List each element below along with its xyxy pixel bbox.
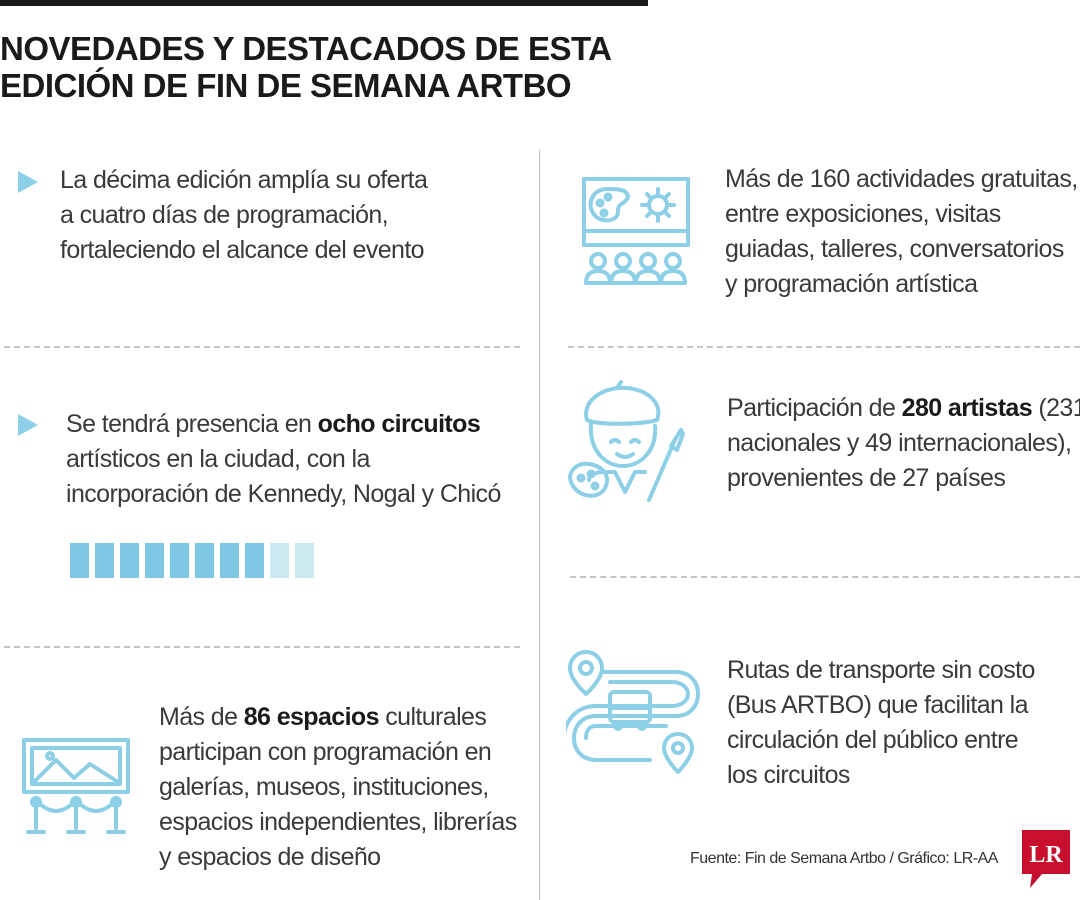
text-line: y espacios de diseño bbox=[159, 843, 381, 871]
text-line: (Bus ARTBO) que facilitan la bbox=[727, 691, 1029, 719]
logo-text: LR bbox=[1029, 842, 1063, 868]
text-line: a cuatro días de programación, bbox=[60, 201, 389, 229]
text-line: La décima edición amplía su oferta bbox=[60, 166, 428, 194]
text-line: circulación del público entre bbox=[727, 726, 1019, 754]
top-rule bbox=[0, 0, 648, 6]
text-line: Más de 160 actividades gratuitas, bbox=[725, 165, 1078, 193]
title-line-1: NOVEDADES Y DESTACADOS DE ESTA bbox=[0, 30, 612, 67]
page-title: NOVEDADES Y DESTACADOS DE ESTA EDICIÓN D… bbox=[0, 30, 700, 104]
text-line: culturales bbox=[378, 703, 487, 731]
circuit-bar-empty bbox=[270, 543, 289, 578]
right-item-1-text: Más de 160 actividades gratuitas, entre … bbox=[725, 162, 1078, 302]
text-line: provenientes de 27 países bbox=[727, 464, 1006, 492]
text-line: Participación de bbox=[727, 394, 902, 422]
circuit-bar-filled bbox=[70, 543, 89, 578]
dashed-divider bbox=[4, 646, 520, 648]
text-line: Se tendrá presencia en bbox=[66, 410, 318, 438]
source-credit: Fuente: Fin de Semana Artbo / Gráfico: L… bbox=[690, 850, 998, 867]
text-line: (231 bbox=[1038, 394, 1080, 422]
text-line: incorporación de Kennedy, Nogal y Chicó bbox=[66, 480, 501, 508]
highlight-text: 280 artistas bbox=[901, 394, 1033, 422]
text-line: participan con programación en bbox=[159, 738, 492, 766]
text-line: Rutas de transporte sin costo bbox=[727, 656, 1035, 684]
circuit-bar-filled bbox=[195, 543, 214, 578]
column-divider bbox=[539, 150, 540, 900]
text-line: los circuitos bbox=[727, 761, 850, 789]
right-item-2-text: Participación de 280 artistas (231 nacio… bbox=[727, 391, 1080, 496]
title-line-2: EDICIÓN DE FIN DE SEMANA ARTBO bbox=[0, 67, 572, 104]
gallery-frame-icon bbox=[22, 738, 130, 834]
bus-route-icon bbox=[566, 650, 700, 774]
text-line: Más de bbox=[159, 703, 244, 731]
palette-screen-icon bbox=[582, 177, 690, 285]
dashed-divider bbox=[570, 576, 1080, 578]
circuits-indicator bbox=[70, 543, 314, 578]
circuit-bar-empty bbox=[295, 543, 314, 578]
text-line: y programación artística bbox=[725, 270, 978, 298]
text-line: fortaleciendo el alcance del evento bbox=[60, 236, 425, 264]
text-line: galerías, museos, instituciones, bbox=[159, 773, 489, 801]
text-line: espacios independientes, librerías bbox=[159, 808, 517, 836]
arrow-bullet-icon bbox=[18, 414, 38, 436]
text-line: nacionales y 49 internacionales), bbox=[727, 429, 1072, 457]
left-item-1-text: La décima edición amplía su oferta a cua… bbox=[60, 163, 428, 268]
circuit-bar-filled bbox=[95, 543, 114, 578]
arrow-bullet-icon bbox=[18, 171, 38, 193]
right-item-3-text: Rutas de transporte sin costo (Bus ARTBO… bbox=[727, 653, 1035, 793]
highlight-text: 86 espacios bbox=[243, 703, 380, 731]
circuit-bar-filled bbox=[145, 543, 164, 578]
text-line: artísticos en la ciudad, con la bbox=[66, 445, 370, 473]
lr-logo-icon: LR bbox=[1022, 830, 1070, 888]
circuit-bar-filled bbox=[170, 543, 189, 578]
dashed-divider bbox=[4, 346, 520, 348]
text-line: entre exposiciones, visitas bbox=[725, 200, 1001, 228]
highlight-text: ocho circuitos bbox=[317, 410, 481, 438]
circuit-bar-filled bbox=[120, 543, 139, 578]
artist-icon bbox=[568, 380, 685, 502]
circuit-bar-filled bbox=[220, 543, 239, 578]
left-item-3-text: Más de 86 espacios culturales participan… bbox=[159, 700, 517, 875]
dashed-divider bbox=[568, 346, 1080, 348]
circuit-bar-filled bbox=[245, 543, 264, 578]
left-item-2-text: Se tendrá presencia en ocho circuitos ar… bbox=[66, 407, 501, 512]
text-line: guiadas, talleres, conversatorios bbox=[725, 235, 1064, 263]
